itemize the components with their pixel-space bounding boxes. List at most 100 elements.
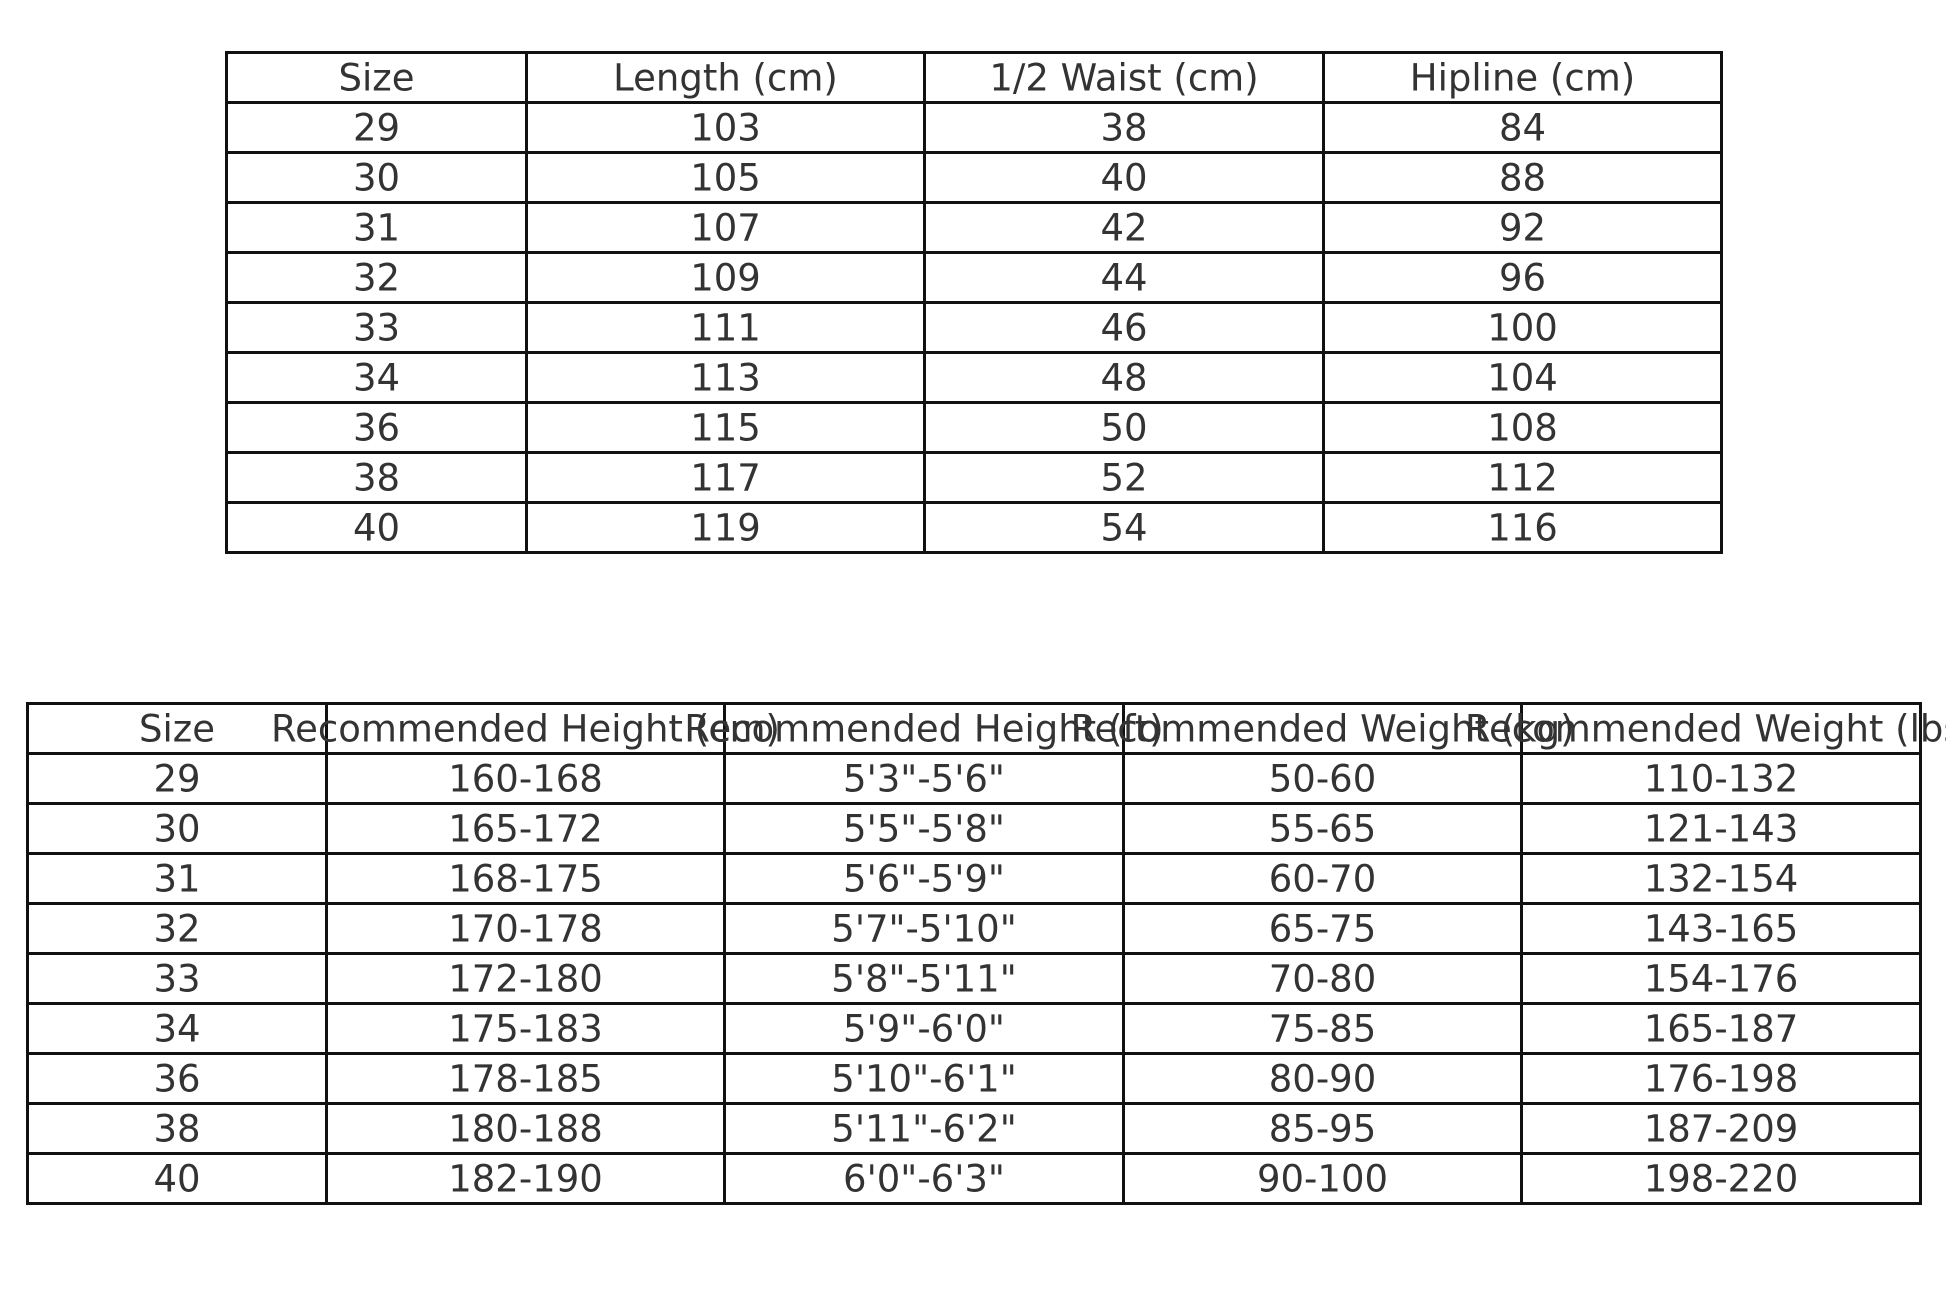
cell: Length (cm)	[525, 51, 926, 104]
cell: 54	[923, 501, 1325, 554]
cell-text: 108	[1487, 406, 1558, 449]
cell: 116	[1322, 501, 1723, 554]
cell-text: 5'11"-6'2"	[831, 1107, 1017, 1150]
cell: 92	[1322, 201, 1723, 254]
cell-text: 31	[153, 857, 201, 900]
cell: 112	[1322, 451, 1723, 504]
cell-text: 6'0"-6'3"	[843, 1157, 1005, 1200]
cell: Hipline (cm)	[1322, 51, 1723, 104]
cell-text: 110-132	[1643, 757, 1799, 800]
cell-text: 187-209	[1643, 1107, 1799, 1150]
cell: 143-165	[1520, 902, 1922, 955]
cell-text: 112	[1487, 456, 1558, 499]
cell: 31	[225, 201, 528, 254]
cell: 182-190	[325, 1152, 726, 1205]
cell-text: Recommended Weight (kg)	[1070, 707, 1575, 750]
cell: 70-80	[1122, 952, 1523, 1005]
cell-text: 32	[352, 256, 401, 299]
header-row: Size Length (cm) 1/2 Waist (cm) Hipline (cm…	[225, 51, 1723, 104]
cell-text: 5'10"-6'1"	[831, 1057, 1017, 1100]
cell: 5'6"-5'9"	[723, 852, 1125, 905]
cell: 42	[923, 201, 1325, 254]
cell-text: 103	[690, 106, 761, 149]
cell: 5'9"-6'0"	[723, 1002, 1125, 1055]
row: 32 170-178 5'7"-5'10" 65-75 143-165	[26, 902, 1922, 955]
cell-text: Hipline (cm)	[1409, 56, 1636, 99]
cell: 48	[923, 351, 1325, 404]
cell-text: 5'6"-5'9"	[843, 857, 1005, 900]
cell: 113	[525, 351, 926, 404]
cell: 176-198	[1520, 1052, 1922, 1105]
cell: 165-187	[1520, 1002, 1922, 1055]
cell: 180-188	[325, 1102, 726, 1155]
cell: Size	[26, 702, 328, 755]
cell: 40	[923, 151, 1325, 204]
row: 29 103 38 84	[225, 101, 1723, 154]
cell: 168-175	[325, 852, 726, 905]
cell-text: 180-188	[448, 1107, 603, 1150]
cell: 33	[26, 952, 328, 1005]
cell: 108	[1322, 401, 1723, 454]
cell: 30	[225, 151, 528, 204]
cell-text: Size	[338, 56, 415, 99]
cell-text: 182-190	[448, 1157, 603, 1200]
cell-text: Recommended Height (ft)	[684, 707, 1164, 750]
cell-text: 32	[153, 907, 201, 950]
cell-text: 34	[153, 1007, 201, 1050]
row: 33 111 46 100	[225, 301, 1723, 354]
cell-text: 88	[1498, 156, 1547, 199]
cell: 90-100	[1122, 1152, 1523, 1205]
cell-text: 168-175	[448, 857, 603, 900]
row: 29 160-168 5'3"-5'6" 50-60 110-132	[26, 752, 1922, 805]
cell-text: 34	[352, 356, 401, 399]
cell: 5'5"-5'8"	[723, 802, 1125, 855]
row: 31 107 42 92	[225, 201, 1723, 254]
cell-text: 165-172	[448, 807, 603, 850]
cell-text: 54	[1100, 506, 1148, 549]
cell: 50-60	[1122, 752, 1523, 805]
cell: 105	[525, 151, 926, 204]
cell-text: 44	[1100, 256, 1148, 299]
cell-text: 107	[690, 206, 761, 249]
cell: 175-183	[325, 1002, 726, 1055]
cell-text: 160-168	[448, 757, 603, 800]
cell: 32	[26, 902, 328, 955]
cell-text: Length (cm)	[613, 56, 838, 99]
cell: 38	[923, 101, 1325, 154]
cell-text: 55-65	[1268, 807, 1377, 850]
cell-text: 100	[1487, 306, 1558, 349]
cell: 65-75	[1122, 902, 1523, 955]
cell: 5'8"-5'11"	[723, 952, 1125, 1005]
cell: 29	[26, 752, 328, 805]
cell: 100	[1322, 301, 1723, 354]
cell-text: 172-180	[448, 957, 603, 1000]
cell: 119	[525, 501, 926, 554]
cell-text: 176-198	[1643, 1057, 1799, 1100]
cell: 34	[225, 351, 528, 404]
cell: 29	[225, 101, 528, 154]
cell-text: 84	[1498, 106, 1547, 149]
cell-text: 109	[690, 256, 761, 299]
cell-text: 165-187	[1643, 1007, 1799, 1050]
cell-text: 132-154	[1643, 857, 1799, 900]
cell: 32	[225, 251, 528, 304]
cell-text: 1/2 Waist (cm)	[989, 56, 1259, 99]
cell-text: 42	[1100, 206, 1148, 249]
cell: Recommended Height (cm)	[271, 702, 780, 755]
row: 36 178-185 5'10"-6'1" 80-90 176-198	[26, 1052, 1922, 1105]
cell-text: 111	[690, 306, 761, 349]
cell-text: 115	[690, 406, 761, 449]
cell-text: 105	[690, 156, 761, 199]
cell: 104	[1322, 351, 1723, 404]
cell-text: 65-75	[1268, 907, 1377, 950]
cell-text: 5'8"-5'11"	[831, 957, 1017, 1000]
cell: 5'7"-5'10"	[723, 902, 1125, 955]
header-row: Size Recommended Height (cm) Recommended H…	[26, 702, 1946, 755]
row: 38 117 52 112	[225, 451, 1723, 504]
cell: 38	[225, 451, 528, 504]
cell-text: 104	[1487, 356, 1558, 399]
cell-text: Recommended Height (cm)	[271, 707, 780, 750]
cell-text: 117	[690, 456, 761, 499]
cell-text: 96	[1498, 256, 1547, 299]
